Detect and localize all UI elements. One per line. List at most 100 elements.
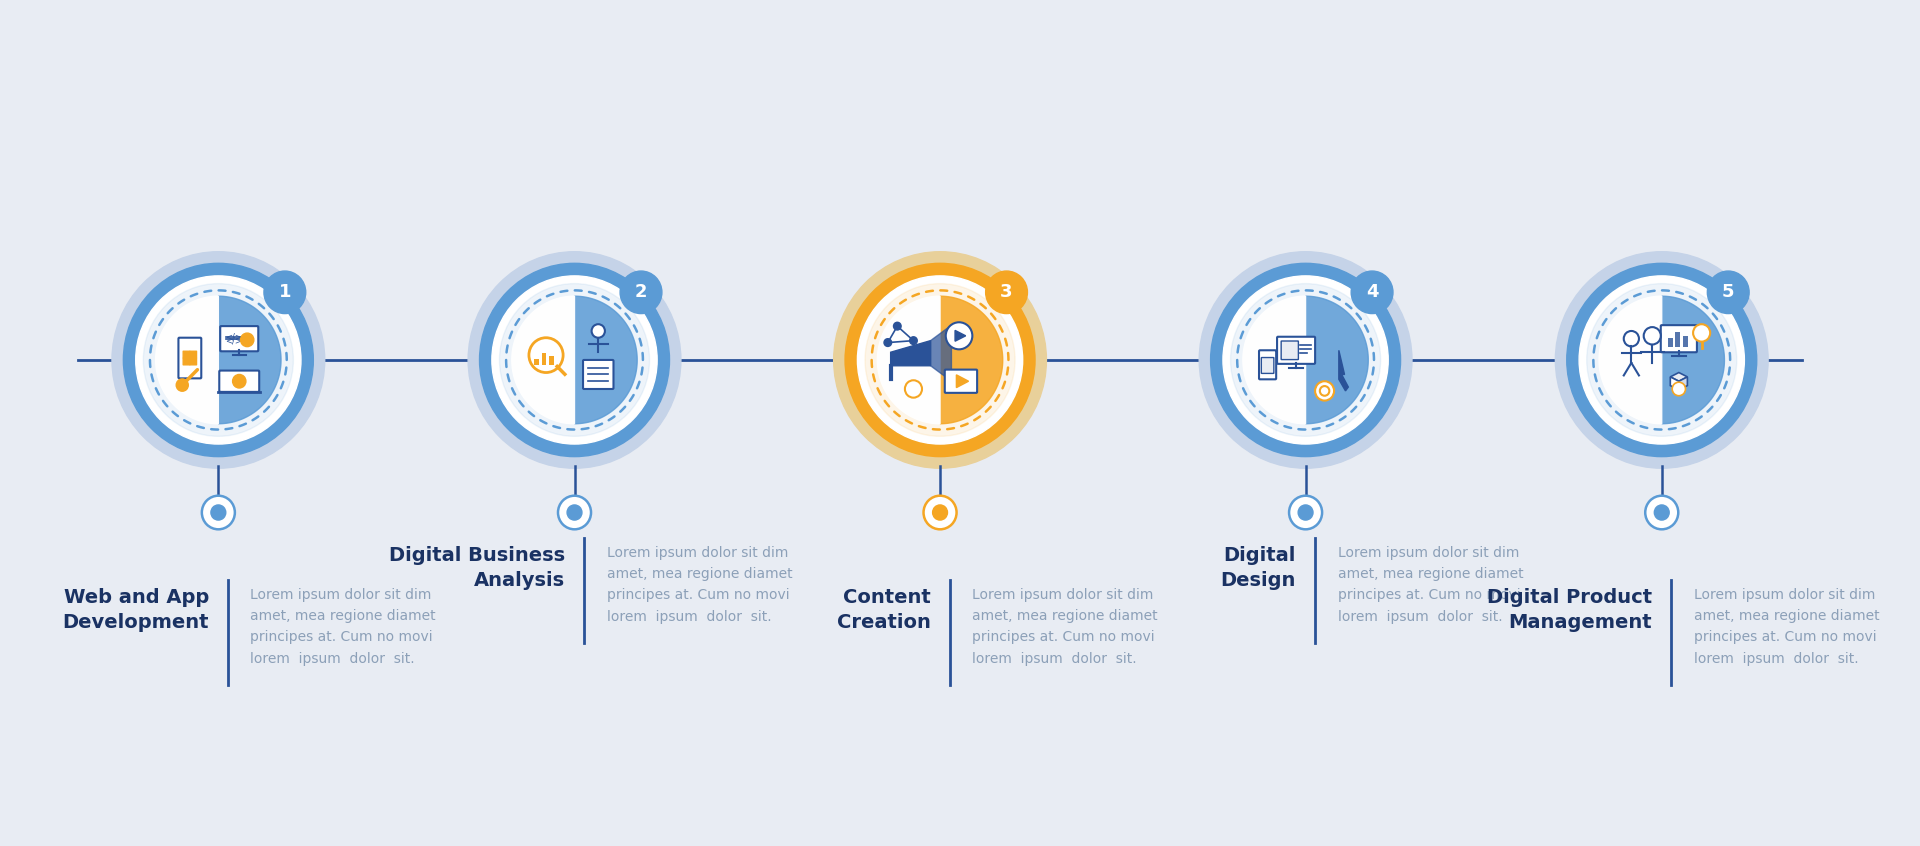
Ellipse shape: [1288, 496, 1323, 530]
Polygon shape: [513, 296, 574, 424]
Circle shape: [893, 322, 900, 330]
Ellipse shape: [1645, 496, 1678, 530]
Bar: [1676, 332, 1680, 348]
Ellipse shape: [263, 271, 305, 314]
Circle shape: [910, 337, 918, 344]
FancyBboxPatch shape: [221, 326, 259, 351]
Ellipse shape: [1578, 276, 1745, 444]
Polygon shape: [956, 375, 968, 387]
Ellipse shape: [1567, 263, 1757, 457]
Bar: [541, 353, 547, 365]
FancyBboxPatch shape: [190, 358, 196, 365]
Bar: [1684, 336, 1688, 348]
FancyBboxPatch shape: [1260, 350, 1277, 379]
Circle shape: [1319, 386, 1329, 396]
Ellipse shape: [144, 283, 294, 437]
Ellipse shape: [480, 263, 670, 457]
Polygon shape: [156, 296, 219, 424]
Circle shape: [528, 338, 563, 372]
Bar: [549, 356, 555, 365]
Polygon shape: [574, 296, 637, 424]
Text: Web and App
Development: Web and App Development: [61, 588, 209, 632]
Ellipse shape: [136, 276, 301, 444]
Polygon shape: [877, 296, 941, 424]
Circle shape: [904, 380, 922, 398]
Circle shape: [1315, 382, 1334, 400]
Ellipse shape: [845, 263, 1035, 457]
Circle shape: [240, 333, 253, 347]
Ellipse shape: [1212, 263, 1400, 457]
Circle shape: [947, 322, 972, 349]
Polygon shape: [1670, 376, 1678, 390]
FancyBboxPatch shape: [945, 370, 977, 393]
Ellipse shape: [202, 496, 234, 530]
Text: Lorem ipsum dolor sit dim
amet, mea regione diamet
principes at. Cum no movi
lor: Lorem ipsum dolor sit dim amet, mea regi…: [1693, 588, 1880, 666]
Text: Digital Business
Analysis: Digital Business Analysis: [390, 547, 564, 591]
Ellipse shape: [111, 252, 324, 468]
Circle shape: [1624, 331, 1640, 346]
Ellipse shape: [933, 505, 947, 520]
Ellipse shape: [833, 252, 1046, 468]
Text: Lorem ipsum dolor sit dim
amet, mea regione diamet
principes at. Cum no movi
lor: Lorem ipsum dolor sit dim amet, mea regi…: [250, 588, 436, 666]
Text: </>: </>: [225, 332, 242, 341]
Text: Lorem ipsum dolor sit dim
amet, mea regione diamet
principes at. Cum no movi
lor: Lorem ipsum dolor sit dim amet, mea regi…: [972, 588, 1158, 666]
FancyBboxPatch shape: [179, 338, 202, 378]
Bar: [1668, 338, 1672, 348]
Text: Content
Creation: Content Creation: [837, 588, 931, 632]
FancyBboxPatch shape: [1281, 341, 1298, 360]
Ellipse shape: [211, 505, 227, 520]
Bar: [534, 359, 540, 365]
Polygon shape: [1670, 372, 1688, 382]
Ellipse shape: [1555, 252, 1768, 468]
Polygon shape: [931, 325, 952, 382]
Circle shape: [1693, 324, 1711, 342]
FancyBboxPatch shape: [182, 351, 190, 358]
Circle shape: [1644, 327, 1661, 344]
Ellipse shape: [1223, 276, 1388, 444]
Ellipse shape: [559, 496, 591, 530]
Ellipse shape: [1655, 505, 1668, 520]
FancyBboxPatch shape: [1277, 337, 1315, 364]
Circle shape: [177, 379, 188, 391]
Ellipse shape: [492, 276, 657, 444]
Polygon shape: [1242, 296, 1306, 424]
Ellipse shape: [1352, 271, 1394, 314]
Polygon shape: [891, 341, 931, 365]
Text: 4: 4: [1365, 283, 1379, 301]
Ellipse shape: [1707, 271, 1749, 314]
Ellipse shape: [620, 271, 662, 314]
Ellipse shape: [1586, 283, 1738, 437]
Ellipse shape: [499, 283, 649, 437]
Polygon shape: [941, 296, 1002, 424]
Circle shape: [232, 375, 246, 388]
Polygon shape: [1661, 296, 1724, 424]
Ellipse shape: [566, 505, 582, 520]
Ellipse shape: [468, 252, 682, 468]
Circle shape: [591, 324, 605, 338]
Polygon shape: [1678, 376, 1688, 390]
Polygon shape: [219, 296, 280, 424]
Circle shape: [883, 338, 891, 346]
Text: 2: 2: [636, 283, 647, 301]
Polygon shape: [1306, 296, 1369, 424]
FancyBboxPatch shape: [1261, 358, 1273, 373]
Ellipse shape: [1298, 505, 1313, 520]
FancyBboxPatch shape: [584, 360, 614, 389]
Text: 3: 3: [1000, 283, 1012, 301]
Ellipse shape: [866, 283, 1016, 437]
Ellipse shape: [1200, 252, 1411, 468]
Polygon shape: [954, 331, 966, 341]
Text: 5: 5: [1722, 283, 1734, 301]
Text: </>: </>: [225, 336, 242, 345]
FancyBboxPatch shape: [190, 351, 196, 358]
Ellipse shape: [858, 276, 1023, 444]
Text: Digital
Design: Digital Design: [1221, 547, 1296, 591]
Polygon shape: [1338, 350, 1348, 391]
Ellipse shape: [123, 263, 313, 457]
Text: Lorem ipsum dolor sit dim
amet, mea regione diamet
principes at. Cum no movi
lor: Lorem ipsum dolor sit dim amet, mea regi…: [1338, 547, 1523, 624]
Text: Lorem ipsum dolor sit dim
amet, mea regione diamet
principes at. Cum no movi
lor: Lorem ipsum dolor sit dim amet, mea regi…: [607, 547, 793, 624]
Text: Digital Product
Management: Digital Product Management: [1488, 588, 1653, 632]
FancyBboxPatch shape: [1661, 325, 1697, 352]
Ellipse shape: [985, 271, 1027, 314]
Circle shape: [1672, 382, 1686, 396]
